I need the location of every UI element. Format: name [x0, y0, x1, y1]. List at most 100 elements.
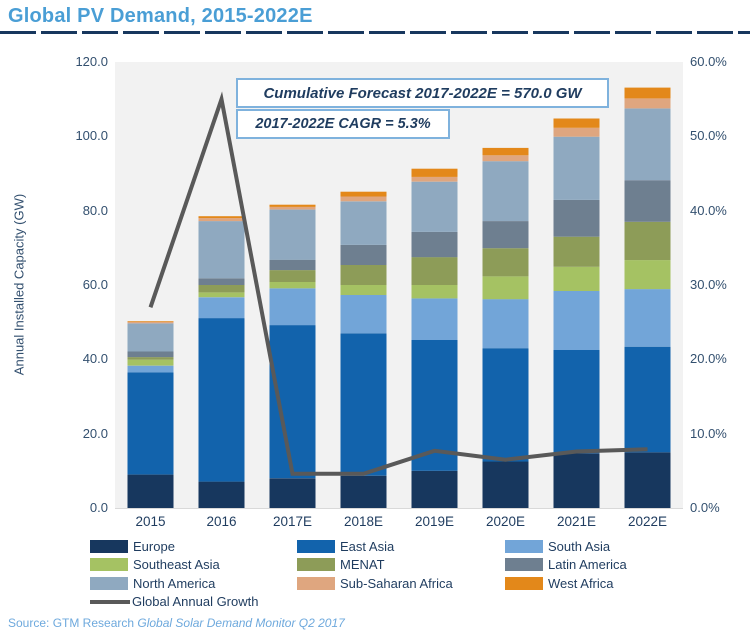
bar-segment-2017e-sub-saharan-africa: [269, 206, 316, 210]
source-note: Source: GTM Research Global Solar Demand…: [8, 616, 345, 630]
y-axis-title: Annual Installed Capacity (GW): [11, 193, 27, 376]
legend-swatch-east-asia: [297, 539, 335, 553]
bar-segment-2022e-europe: [624, 452, 671, 508]
bar-segment-2019e-europe: [411, 470, 458, 508]
bar-segment-2016-south-asia: [198, 297, 245, 319]
annotation-cagr: 2017-2022E CAGR = 5.3%: [236, 109, 450, 139]
left-axis-tick-20.0: 20.0: [82, 425, 108, 441]
legend-swatch-west-africa: [505, 576, 543, 590]
chart-title: Global PV Demand, 2015-2022E: [8, 5, 313, 27]
bar-segment-2019e-west-africa: [411, 168, 458, 177]
annotation-cumulative-forecast: Cumulative Forecast 2017-2022E = 570.0 G…: [236, 78, 609, 108]
x-axis-label-2016: 2016: [206, 514, 237, 529]
bar-segment-2022e-sub-saharan-africa: [624, 98, 671, 109]
left-axis-tick-100.0: 100.0: [75, 128, 108, 144]
bar-segment-2021e-north-america: [553, 136, 600, 200]
bar-segment-2016-southeast-asia: [198, 292, 245, 298]
bar-segment-2017e-menat: [269, 270, 316, 282]
bar-segment-2018e-east-asia: [340, 333, 387, 476]
bar-segment-2016-west-africa: [198, 216, 245, 219]
legend-item-latin-america: Latin America: [505, 557, 627, 572]
legend-label-global-annual-growth: Global Annual Growth: [132, 594, 259, 609]
x-axis-label-2018e: 2018E: [343, 514, 384, 529]
right-axis-tick-0.0pct: 0.0%: [690, 500, 720, 515]
bar-segment-2016-east-asia: [198, 318, 245, 482]
legend-swatch-sub-saharan-africa: [297, 576, 335, 590]
bar-segment-2015-sub-saharan-africa: [127, 321, 174, 324]
legend-swatch-south-asia: [505, 539, 543, 553]
bar-segment-2018e-south-asia: [340, 295, 387, 334]
bar-segment-2019e-southeast-asia: [411, 285, 458, 299]
legend-label-southeast-asia: Southeast Asia: [133, 557, 220, 572]
bar-segment-2015-west-africa: [127, 321, 174, 322]
legend-label-europe: Europe: [133, 538, 175, 554]
legend-line-swatch-global-annual-growth: [90, 599, 130, 604]
right-axis-tick-10.0pct: 10.0%: [690, 425, 727, 441]
bar-segment-2015-menat: [127, 357, 174, 360]
global-annual-growth-line: [148, 91, 648, 476]
legend-swatch-latin-america: [505, 558, 543, 571]
bar-segment-2022e-west-africa: [624, 87, 671, 99]
bar-segment-2021e-sub-saharan-africa: [553, 127, 600, 137]
bar-segment-2015-latin-america: [127, 351, 174, 358]
bar-segment-2017e-south-asia: [269, 288, 316, 326]
bar-segment-2022e-north-america: [624, 108, 671, 181]
bar-segment-2022e-south-asia: [624, 289, 671, 347]
bar-segment-2016-menat: [198, 285, 245, 293]
bar-segment-2022e-southeast-asia: [624, 260, 671, 290]
x-axis-label-2019e: 2019E: [414, 514, 455, 529]
x-axis-label-2022e: 2022E: [627, 514, 668, 529]
bar-segment-2020e-latin-america: [482, 221, 529, 249]
bar-segment-2018e-europe: [340, 475, 387, 508]
legend-swatch-menat: [297, 558, 335, 571]
legend-label-west-africa: West Africa: [548, 575, 614, 591]
bar-segment-2021e-southeast-asia: [553, 266, 600, 291]
right-axis-tick-60.0pct: 60.0%: [690, 54, 727, 69]
bar-segment-2022e-east-asia: [624, 346, 671, 453]
bar-segment-2015-southeast-asia: [127, 359, 174, 366]
bar-segment-2020e-north-america: [482, 161, 529, 221]
bar-segment-2016-sub-saharan-africa: [198, 218, 245, 222]
bar-segment-2018e-menat: [340, 264, 387, 285]
bar-segment-2020e-southeast-asia: [482, 276, 529, 300]
legend-item-menat: MENAT: [297, 557, 385, 572]
right-axis-tick-30.0pct: 30.0%: [690, 277, 727, 292]
bar-segment-2019e-sub-saharan-africa: [411, 176, 458, 182]
legend-swatch-north-america: [90, 576, 128, 590]
x-axis-label-2017e: 2017E: [272, 514, 313, 529]
x-axis-label-2020e: 2020E: [485, 514, 526, 529]
x-axis-label-2015: 2015: [135, 514, 166, 529]
x-axis-label-2021e: 2021E: [556, 514, 597, 529]
legend-label-latin-america: Latin America: [548, 557, 627, 572]
source-report-name: Global Solar Demand Monitor Q2 2017: [137, 616, 345, 630]
bar-segment-2020e-west-africa: [482, 147, 529, 156]
bar-segment-2021e-east-asia: [553, 350, 600, 454]
bar-segment-2019e-north-america: [411, 181, 458, 232]
legend-swatch-europe: [90, 539, 128, 553]
bar-segment-2019e-south-asia: [411, 298, 458, 340]
bar-segment-2017e-europe: [269, 478, 316, 508]
bar-segment-2018e-sub-saharan-africa: [340, 196, 387, 202]
legend-label-south-asia: South Asia: [548, 538, 611, 554]
legend-label-menat: MENAT: [340, 557, 385, 572]
title-underline: [0, 31, 750, 34]
bar-segment-2017e-southeast-asia: [269, 282, 316, 289]
legend-item-global-annual-growth: Global Annual Growth: [90, 594, 259, 609]
bar-segment-2021e-latin-america: [553, 199, 600, 237]
bar-segment-2016-north-america: [198, 221, 245, 279]
bar-segment-2017e-west-africa: [269, 204, 316, 207]
left-axis-tick-120.0: 120.0: [75, 54, 108, 69]
source-prefix: Source: GTM Research: [8, 616, 138, 630]
legend-item-south-asia: South Asia: [505, 538, 611, 554]
bar-segment-2021e-europe: [553, 453, 600, 508]
bar-segment-2017e-latin-america: [269, 259, 316, 271]
legend-item-east-asia: East Asia: [297, 539, 394, 554]
bar-segment-2015-south-asia: [127, 365, 174, 373]
bar-segment-2018e-west-africa: [340, 191, 387, 197]
bar-segment-2019e-latin-america: [411, 231, 458, 258]
bar-segment-2015-east-asia: [127, 372, 174, 475]
bar-segment-2015-europe: [127, 474, 174, 508]
legend-label-north-america: North America: [133, 575, 216, 591]
bar-segment-2021e-west-africa: [553, 118, 600, 128]
bar-segment-2018e-southeast-asia: [340, 285, 387, 295]
